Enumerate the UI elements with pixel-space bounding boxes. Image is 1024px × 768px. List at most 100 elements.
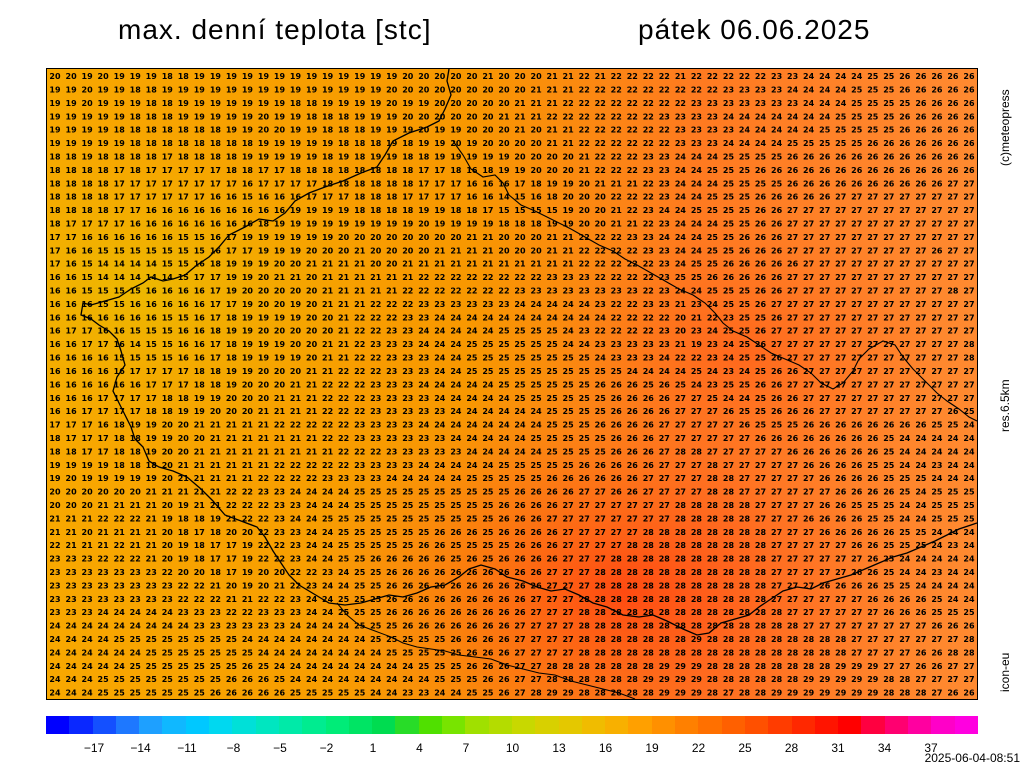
grid-value: 26 xyxy=(867,474,879,483)
grid-value: 22 xyxy=(627,86,638,95)
grid-value: 26 xyxy=(370,555,382,564)
grid-value: 27 xyxy=(835,354,846,363)
grid-value: 27 xyxy=(963,206,974,215)
grid-value: 23 xyxy=(595,340,606,349)
grid-value: 23 xyxy=(370,340,381,349)
grid-value: 21 xyxy=(338,340,350,349)
grid-value: 26 xyxy=(851,434,863,443)
grid-value: 28 xyxy=(691,541,703,550)
grid-value: 27 xyxy=(851,273,862,282)
grid-value: 26 xyxy=(418,608,430,617)
grid-value: 23 xyxy=(386,447,397,456)
grid-value: 25 xyxy=(98,675,110,684)
grid-value: 27 xyxy=(675,474,686,483)
grid-value: 28 xyxy=(595,608,607,617)
grid-value: 25 xyxy=(931,608,943,617)
colorbar-segment xyxy=(209,716,233,734)
grid-value: 19 xyxy=(290,246,302,255)
grid-value: 24 xyxy=(947,474,959,483)
grid-value: 24 xyxy=(931,581,943,590)
grid-value: 23 xyxy=(627,233,638,242)
grid-value: 17 xyxy=(194,193,205,202)
grid-value: 25 xyxy=(755,407,767,416)
grid-value: 26 xyxy=(482,608,494,617)
grid-value: 24 xyxy=(931,474,943,483)
grid-value: 20 xyxy=(274,287,286,296)
grid-value: 27 xyxy=(931,675,942,684)
colorbar-tick-label: −5 xyxy=(273,741,287,755)
grid-value: 23 xyxy=(755,86,766,95)
grid-value: 21 xyxy=(49,528,61,537)
grid-value: 18 xyxy=(194,367,206,376)
grid-value: 25 xyxy=(418,488,430,497)
grid-value: 24 xyxy=(819,72,831,81)
grid-value: 24 xyxy=(514,313,526,322)
grid-value: 17 xyxy=(82,220,93,229)
grid-value: 27 xyxy=(899,300,910,309)
grid-value: 23 xyxy=(659,166,670,175)
grid-value: 24 xyxy=(82,675,94,684)
grid-value: 19 xyxy=(274,313,286,322)
grid-value: 22 xyxy=(595,260,606,269)
grid-value: 24 xyxy=(771,126,783,135)
grid-value: 26 xyxy=(787,179,799,188)
grid-value: 25 xyxy=(514,354,526,363)
grid-value: 18 xyxy=(226,354,238,363)
grid-value: 22 xyxy=(354,340,365,349)
grid-value: 23 xyxy=(354,434,365,443)
grid-value: 26 xyxy=(803,179,815,188)
grid-value: 25 xyxy=(482,555,494,564)
grid-value: 24 xyxy=(354,662,366,671)
grid-value: 18 xyxy=(162,99,174,108)
grid-value: 26 xyxy=(915,166,927,175)
grid-value: 19 xyxy=(274,340,286,349)
grid-value: 24 xyxy=(675,206,687,215)
grid-value: 26 xyxy=(450,635,462,644)
grid-value: 27 xyxy=(851,622,862,631)
grid-value: 24 xyxy=(450,407,462,416)
grid-value: 22 xyxy=(290,474,301,483)
grid-value: 24 xyxy=(290,675,302,684)
grid-value: 16 xyxy=(146,220,158,229)
grid-value: 28 xyxy=(659,528,671,537)
grid-value: 23 xyxy=(130,568,141,577)
temperature-map[interactable]: 20 20 19 20 19 19 19 18 18 19 19 19 19 19 19 19 19 19 19 19… xyxy=(46,68,978,700)
grid-value: 26 xyxy=(659,407,671,416)
grid-value: 18 xyxy=(306,112,318,121)
grid-value: 27 xyxy=(963,179,974,188)
grid-value: 17 xyxy=(178,367,189,376)
grid-value: 18 xyxy=(114,447,126,456)
grid-value: 18 xyxy=(146,139,158,148)
grid-value: 23 xyxy=(643,354,654,363)
grid-value: 25 xyxy=(867,126,879,135)
grid-value: 25 xyxy=(595,367,607,376)
grid-value: 26 xyxy=(851,528,863,537)
grid-value: 21 xyxy=(130,541,142,550)
grid-value: 18 xyxy=(66,447,78,456)
grid-value: 27 xyxy=(899,367,910,376)
grid-value: 25 xyxy=(547,447,559,456)
grid-value: 25 xyxy=(450,541,462,550)
grid-value: 25 xyxy=(723,153,735,162)
colorbar-tick-label: 7 xyxy=(462,741,470,755)
grid-value: 25 xyxy=(146,662,158,671)
grid-value: 21 xyxy=(322,354,334,363)
grid-value: 25 xyxy=(514,340,526,349)
grid-value: 22 xyxy=(354,354,365,363)
grid-value: 27 xyxy=(723,689,734,698)
grid-value: 16 xyxy=(146,313,158,322)
grid-value: 22 xyxy=(659,86,670,95)
grid-value: 27 xyxy=(787,233,798,242)
grid-value: 25 xyxy=(883,447,895,456)
grid-value: 14 xyxy=(130,340,142,349)
grid-value: 25 xyxy=(354,555,366,564)
grid-value: 26 xyxy=(899,86,911,95)
grid-value: 23 xyxy=(402,689,413,698)
grid-value: 26 xyxy=(931,648,943,657)
grid-value: 25 xyxy=(354,689,366,698)
grid-value: 24 xyxy=(386,675,398,684)
colorbar-segment xyxy=(348,716,373,734)
grid-value: 28 xyxy=(915,689,927,698)
grid-value: 23 xyxy=(402,447,413,456)
grid-value: 20 xyxy=(162,461,174,470)
